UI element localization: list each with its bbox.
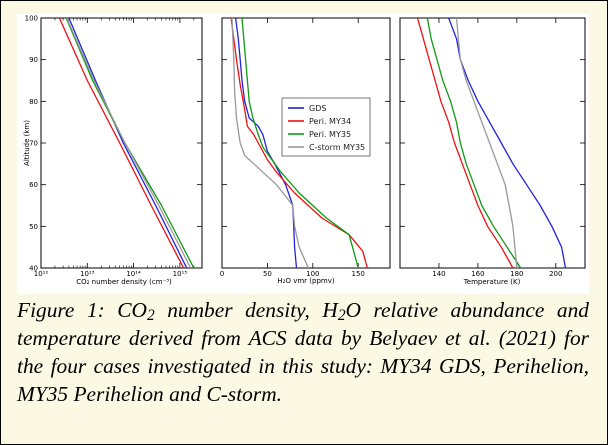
series-line-2 — [58, 18, 185, 268]
x-axis-ticks: 140 160 180 200 — [432, 18, 562, 278]
y-tick-label: 100 — [25, 15, 38, 23]
y-tick-label: 90 — [29, 56, 38, 64]
x-axis-ticks: 0 50 100 150 — [220, 18, 365, 278]
gridlines — [41, 17, 202, 269]
legend-item-peri-my34: Peri. MY34 — [288, 117, 351, 126]
caption-subscript: 2 — [337, 306, 346, 324]
series-lines — [416, 18, 567, 268]
x-axis-label-temp: Temperature (K) — [463, 278, 521, 286]
series-line-2 — [230, 18, 368, 268]
gridlines — [400, 17, 585, 269]
legend-label: Peri. MY34 — [309, 117, 351, 126]
x-tick-label: 100 — [306, 270, 319, 278]
x-axis-label-h2o: H₂O vmr (ppmv) — [277, 277, 334, 285]
y-axis-label: Altitude (km) — [23, 120, 31, 166]
x-tick-label: 140 — [432, 270, 445, 278]
x-axis-ticks: 10¹² 10¹³ 10¹⁴ 10¹⁵ — [34, 18, 203, 278]
x-axis-label-co2: CO₂ number density (cm⁻³) — [76, 278, 172, 286]
x-tick-label: 180 — [510, 270, 523, 278]
legend-label: C-storm MY35 — [309, 143, 365, 152]
legend-item-c-storm: C-storm MY35 — [288, 143, 365, 152]
series-line-1 — [68, 18, 188, 268]
x-tick-label: 10¹² — [34, 270, 49, 278]
y-tick-label: 40 — [29, 265, 38, 273]
panel-temperature: 140 160 180 200 Temperature (K) — [399, 17, 586, 286]
x-tick-label: 0 — [220, 270, 224, 278]
series-line-4 — [66, 18, 192, 268]
y-tick-label: 60 — [29, 181, 38, 189]
legend: GDS Peri. MY34 Peri. MY35 C-storm MY35 — [281, 97, 371, 157]
caption-text: number density, H — [154, 298, 338, 322]
y-axis-ticks: 40 50 60 70 80 90 100 — [25, 15, 38, 273]
x-tick-label: 150 — [352, 270, 365, 278]
x-tick-label: 200 — [549, 270, 562, 278]
x-tick-label: 160 — [471, 270, 484, 278]
series-line-4 — [455, 18, 518, 268]
y-tick-label: 50 — [29, 223, 38, 231]
caption-subscript: 2 — [147, 306, 155, 324]
legend-item-peri-my35: Peri. MY35 — [288, 130, 351, 139]
panel-h2o-vmr: 0 50 100 150 H₂O vmr (ppmv) GDS Peri. MY34 … — [220, 17, 391, 285]
series-line-3 — [426, 18, 522, 268]
y-tick-label: 80 — [29, 98, 38, 106]
x-tick-label: 50 — [263, 270, 272, 278]
x-tick-label: 10¹⁴ — [126, 270, 141, 278]
series-lines — [230, 18, 368, 268]
legend-item-gds: GDS — [288, 104, 326, 113]
x-tick-label: 10¹⁵ — [173, 270, 188, 278]
legend-label: GDS — [309, 104, 326, 113]
gridlines — [222, 17, 390, 269]
figure-caption: Figure 1: CO2 number density, H2O relati… — [17, 296, 589, 408]
series-line-2 — [416, 18, 514, 268]
series-line-4 — [231, 18, 309, 268]
caption-text: O relative abundance and temperature der… — [17, 298, 589, 406]
series-line-3 — [241, 18, 359, 268]
legend-label: Peri. MY35 — [309, 130, 351, 139]
figure-plots: 40 50 60 70 80 90 100 10¹² 10¹³ 10¹⁴ 10¹⁵ CO₂ num… — [17, 14, 589, 294]
y-tick-label: 70 — [29, 140, 38, 148]
x-tick-label: 10¹³ — [80, 270, 95, 278]
caption-text: Figure 1: CO — [17, 298, 147, 322]
panel-co2-density: 40 50 60 70 80 90 100 10¹² 10¹³ 10¹⁴ 10¹⁵ CO₂ num… — [23, 15, 203, 286]
series-lines — [58, 18, 195, 268]
